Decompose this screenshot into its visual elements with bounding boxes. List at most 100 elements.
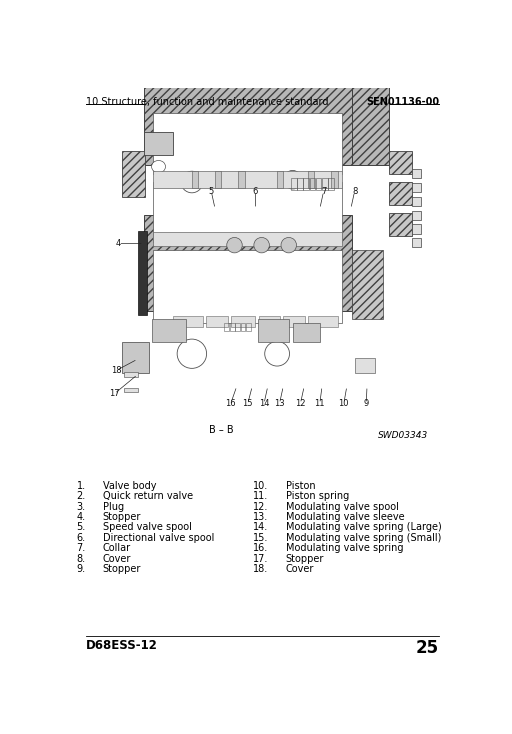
Text: D68ESS-12: D68ESS-12 xyxy=(86,639,158,653)
Text: 11: 11 xyxy=(314,399,325,408)
Bar xyxy=(389,213,412,236)
Bar xyxy=(389,182,412,205)
Text: 4.: 4. xyxy=(77,512,86,522)
Bar xyxy=(352,250,382,319)
Text: Piston: Piston xyxy=(286,481,315,491)
Bar xyxy=(277,171,283,188)
Text: Stopper: Stopper xyxy=(286,553,324,564)
Text: 18: 18 xyxy=(111,366,121,375)
Bar xyxy=(124,372,138,377)
Bar xyxy=(304,178,309,191)
Text: 15.: 15. xyxy=(253,533,269,542)
Bar xyxy=(291,178,296,191)
Text: 14.: 14. xyxy=(253,523,269,532)
Bar xyxy=(316,178,322,191)
Text: Stopper: Stopper xyxy=(103,564,141,574)
Bar xyxy=(215,171,221,188)
Text: 10 Structure, function and maintenance standard: 10 Structure, function and maintenance s… xyxy=(86,98,328,107)
Bar xyxy=(308,316,337,327)
Bar xyxy=(153,113,342,174)
Text: 16: 16 xyxy=(225,399,236,408)
Bar xyxy=(322,178,328,191)
Ellipse shape xyxy=(281,238,296,252)
Text: 7: 7 xyxy=(321,186,326,196)
Text: 12: 12 xyxy=(295,399,306,408)
Text: 6: 6 xyxy=(253,186,258,196)
Text: 6.: 6. xyxy=(77,533,86,542)
Bar xyxy=(412,183,421,192)
Text: Stopper: Stopper xyxy=(103,512,141,522)
Bar xyxy=(206,316,227,327)
Text: 18.: 18. xyxy=(253,564,269,574)
Bar xyxy=(192,171,198,188)
Bar xyxy=(389,151,412,174)
Bar xyxy=(412,225,421,233)
Text: 5: 5 xyxy=(208,186,214,196)
Text: 7.: 7. xyxy=(76,543,86,553)
Bar xyxy=(412,169,421,178)
Bar xyxy=(310,178,315,191)
Bar xyxy=(173,316,203,327)
Text: 13.: 13. xyxy=(253,512,269,522)
Bar xyxy=(259,316,280,327)
Text: 8.: 8. xyxy=(77,553,86,564)
Bar xyxy=(241,323,245,330)
Text: 5.: 5. xyxy=(76,523,86,532)
Bar xyxy=(124,388,138,392)
Ellipse shape xyxy=(283,170,302,189)
Text: Piston spring: Piston spring xyxy=(286,491,349,501)
Bar xyxy=(152,319,186,342)
Bar xyxy=(258,319,289,342)
Text: Collar: Collar xyxy=(103,543,131,553)
Text: Modulating valve spring (Large): Modulating valve spring (Large) xyxy=(286,523,441,532)
Bar xyxy=(153,250,342,323)
Text: 2.: 2. xyxy=(76,491,86,501)
Text: Cover: Cover xyxy=(103,553,131,564)
Text: SWD03343: SWD03343 xyxy=(378,431,428,440)
Bar xyxy=(352,34,389,165)
Bar xyxy=(297,178,303,191)
Ellipse shape xyxy=(227,238,242,252)
Text: 10.: 10. xyxy=(253,481,269,491)
Bar xyxy=(283,316,305,327)
Ellipse shape xyxy=(254,238,269,252)
Text: 17: 17 xyxy=(109,389,120,399)
Bar xyxy=(144,19,352,165)
Text: 25: 25 xyxy=(416,639,439,658)
Text: 9.: 9. xyxy=(77,564,86,574)
Text: 4: 4 xyxy=(116,239,121,248)
Bar xyxy=(308,171,314,188)
Bar xyxy=(122,151,145,197)
Ellipse shape xyxy=(152,161,165,172)
Text: Speed valve spool: Speed valve spool xyxy=(103,523,191,532)
Bar xyxy=(144,215,352,311)
Bar xyxy=(355,357,375,373)
Text: 3.: 3. xyxy=(77,501,86,512)
Ellipse shape xyxy=(181,171,203,193)
Bar xyxy=(144,132,173,155)
Text: Plug: Plug xyxy=(103,501,124,512)
Text: SEN01136-00: SEN01136-00 xyxy=(366,98,439,107)
Bar xyxy=(331,171,337,188)
Ellipse shape xyxy=(265,341,289,366)
Bar xyxy=(153,171,342,188)
Bar xyxy=(153,182,342,242)
Text: 16.: 16. xyxy=(253,543,269,553)
Text: Modulating valve sleeve: Modulating valve sleeve xyxy=(286,512,404,522)
Bar xyxy=(224,323,229,330)
Bar xyxy=(412,239,421,247)
Text: 11.: 11. xyxy=(253,491,269,501)
Bar xyxy=(412,211,421,219)
Text: Quick return valve: Quick return valve xyxy=(103,491,193,501)
Text: 10: 10 xyxy=(338,399,349,408)
Text: Modulating valve spring (Small): Modulating valve spring (Small) xyxy=(286,533,441,542)
Text: 1.: 1. xyxy=(77,481,86,491)
Text: 15: 15 xyxy=(242,399,253,408)
Text: 8: 8 xyxy=(352,186,357,196)
Bar xyxy=(293,323,320,342)
Text: 17.: 17. xyxy=(253,553,269,564)
Bar xyxy=(328,178,334,191)
Text: B – B: B – B xyxy=(209,424,233,435)
Text: 12.: 12. xyxy=(253,501,269,512)
Text: 13: 13 xyxy=(274,399,285,408)
